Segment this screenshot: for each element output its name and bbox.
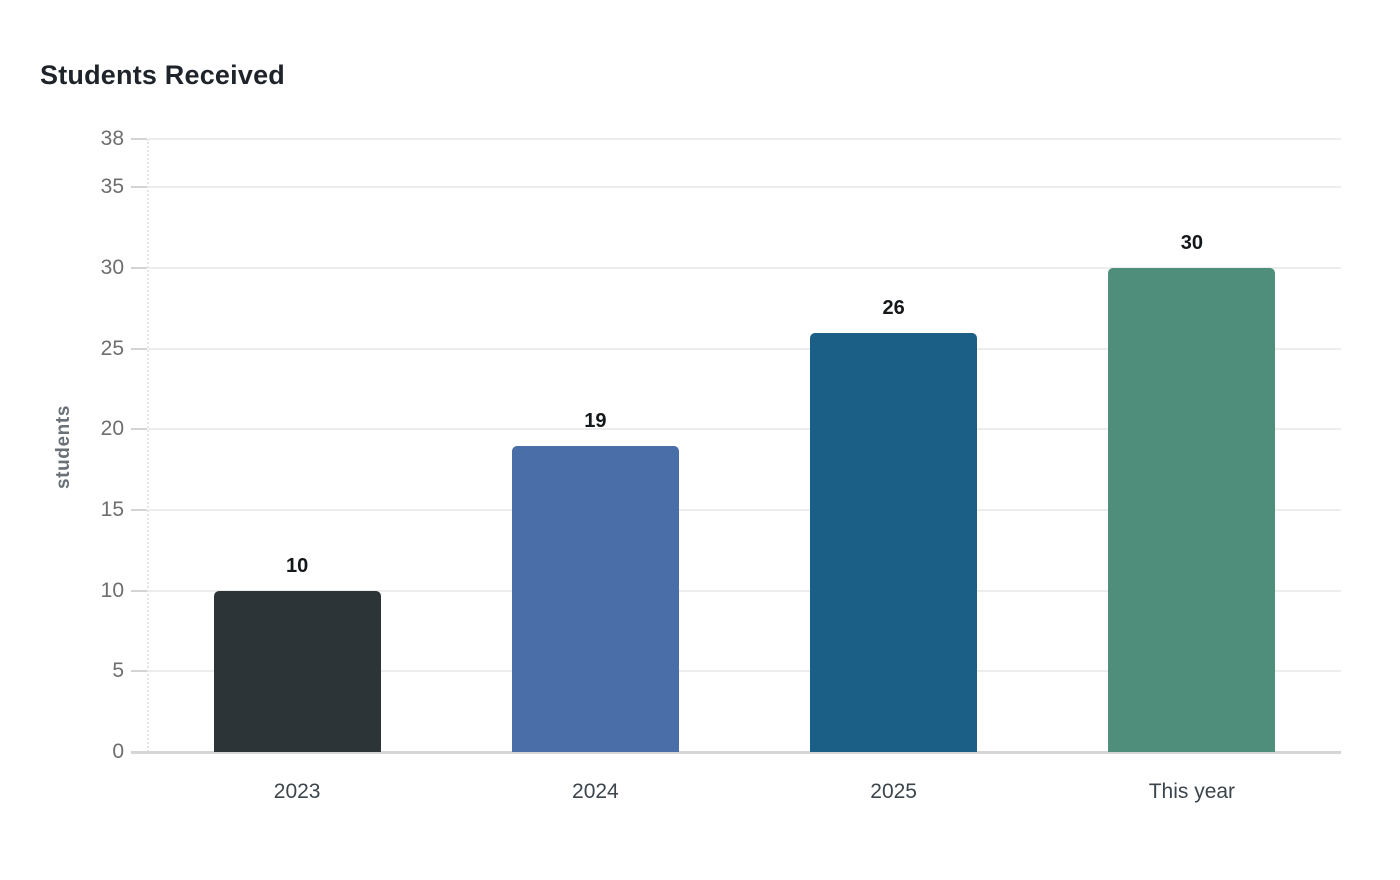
bar-2024: 19 (511, 410, 679, 752)
grid-line (148, 670, 1341, 673)
grid-line (148, 428, 1341, 431)
bar-2025: 26 (810, 297, 978, 752)
y-tick-mark (131, 138, 147, 140)
grid-line (148, 267, 1341, 270)
y-tick-label: 10 (100, 578, 124, 602)
bar-value-label: 19 (584, 409, 607, 432)
bar-value-label: 26 (882, 296, 905, 319)
plot-area: 0 5 10 15 20 25 30 35 38 10 2023 19 2024 26 2025 30 Thi… (0, 127, 1341, 803)
x-tick-label: 2023 (273, 780, 321, 803)
grid-line (148, 138, 1341, 140)
y-tick-label: 20 (100, 417, 124, 441)
grid-line (148, 589, 1341, 592)
y-tick-label: 30 (100, 256, 124, 280)
y-tick-mark (131, 509, 147, 512)
chart-title: Students Received (40, 60, 285, 90)
grid-line (148, 347, 1341, 350)
y-tick-label: 5 (112, 659, 124, 683)
bars-layer: 10 2023 19 2024 26 2025 30 This year (148, 139, 1341, 803)
bar-this-year: 30 (1108, 232, 1276, 752)
y-tick-mark (131, 186, 147, 189)
x-tick-label: 2024 (572, 780, 619, 803)
x-tick-label: This year (1148, 780, 1236, 803)
y-tick-label: 0 (112, 740, 124, 763)
y-axis-line (147, 139, 149, 752)
y-tick-mark (131, 589, 147, 592)
bar-value-label: 30 (1180, 232, 1203, 255)
y-tick-label: 38 (100, 127, 124, 150)
y-tick-label: 15 (100, 498, 124, 522)
x-axis-baseline (131, 751, 1341, 754)
grid-line (148, 186, 1341, 189)
y-tick-mark (131, 347, 147, 350)
y-tick-label: 25 (100, 336, 124, 360)
bar-value-label: 10 (286, 554, 309, 577)
y-tick-label: 35 (100, 175, 124, 199)
bar-2023: 10 (213, 555, 381, 752)
grid-line (148, 509, 1341, 512)
y-tick-mark (131, 428, 147, 431)
x-tick-label: 2025 (870, 780, 917, 803)
y-tick-mark (131, 267, 147, 270)
y-tick-mark (131, 670, 147, 673)
